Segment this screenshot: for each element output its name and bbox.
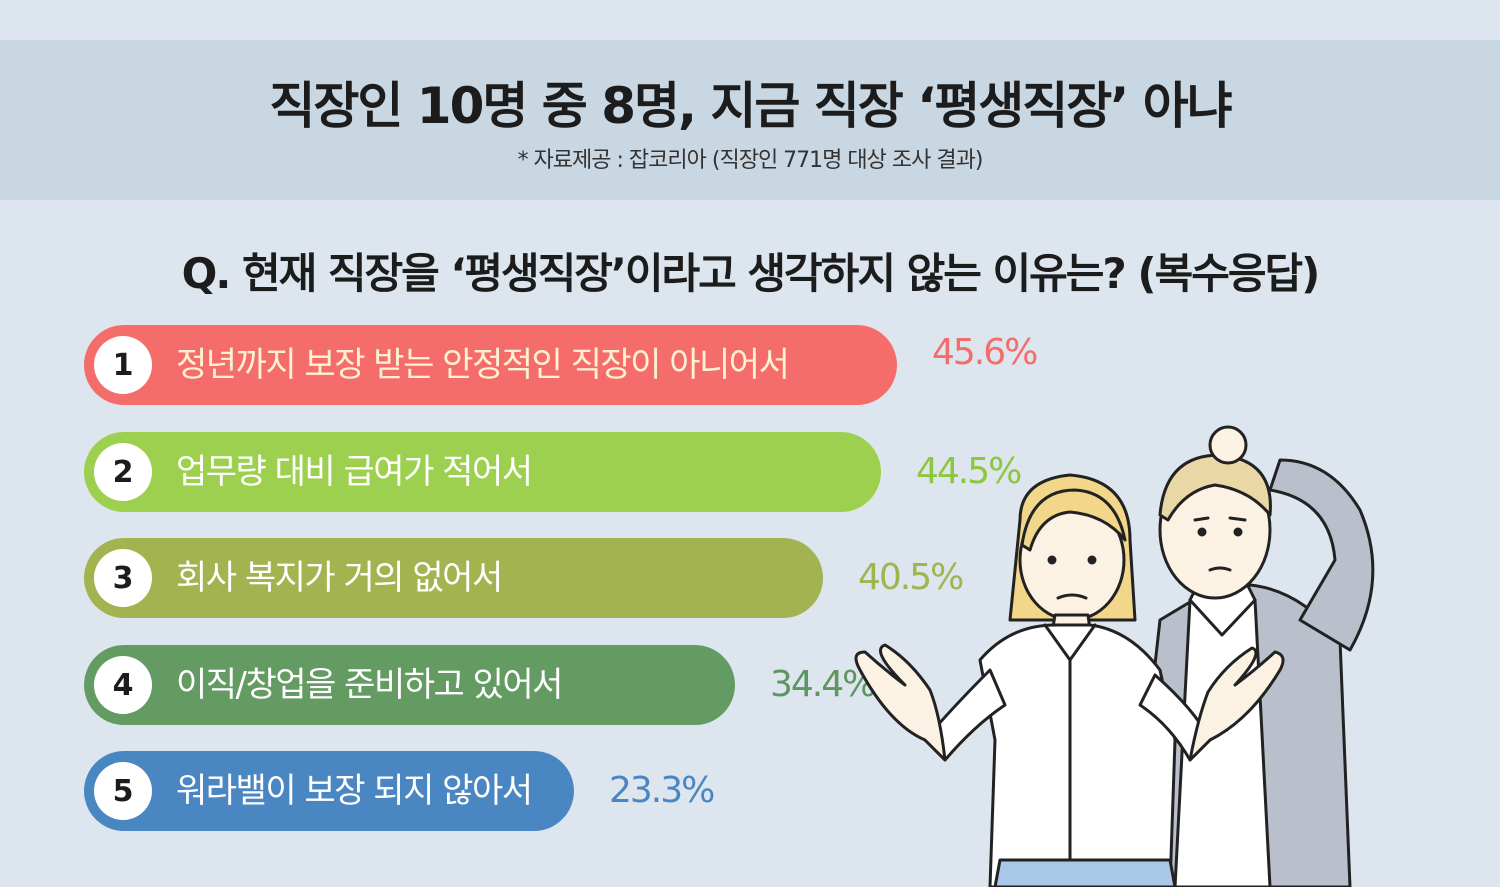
- chart-bar-3: 3 회사 복지가 거의 없어서: [84, 538, 823, 618]
- chart-bar-5: 5 워라밸이 보장 되지 않아서: [84, 751, 574, 831]
- bar-category-label: 워라밸이 보장 되지 않아서: [176, 771, 533, 811]
- bar-rank-badge: 1: [94, 336, 152, 394]
- bar-category-label: 이직/창업을 준비하고 있어서: [176, 665, 563, 705]
- bar-value-label: 40.5%: [858, 557, 964, 598]
- chart-bar-1: 1 정년까지 보장 받는 안정적인 직장이 아니어서: [84, 325, 897, 405]
- bar-value-label: 45.6%: [932, 332, 1038, 373]
- bar-category-label: 업무량 대비 급여가 적어서: [176, 452, 533, 492]
- chart-bar-2: 2 업무량 대비 급여가 적어서: [84, 432, 881, 512]
- bar-category-label: 회사 복지가 거의 없어서: [176, 558, 503, 598]
- source-note: * 자료제공 : 잡코리아 (직장인 771명 대상 조사 결과): [517, 148, 984, 173]
- bar-category-label: 정년까지 보장 받는 안정적인 직장이 아니어서: [176, 345, 790, 385]
- header-band: [0, 40, 1500, 200]
- bar-value-label: 44.5%: [916, 451, 1022, 492]
- page-title: 직장인 10명 중 8명, 지금 직장 ‘평생직장’ 아냐: [269, 77, 1232, 135]
- chart-bar-4: 4 이직/창업을 준비하고 있어서: [84, 645, 735, 725]
- bar-rank-badge: 3: [94, 549, 152, 607]
- bar-rank-badge: 5: [94, 762, 152, 820]
- confused-couple-shrug-icon: [854, 425, 1375, 887]
- bar-rank-badge: 2: [94, 443, 152, 501]
- bar-value-label: 34.4%: [770, 664, 876, 705]
- bar-value-label: 23.3%: [609, 770, 715, 811]
- bar-rank-badge: 4: [94, 656, 152, 714]
- chart-question: Q. 현재 직장을 ‘평생직장’이라고 생각하지 않는 이유는? (복수응답): [181, 249, 1321, 298]
